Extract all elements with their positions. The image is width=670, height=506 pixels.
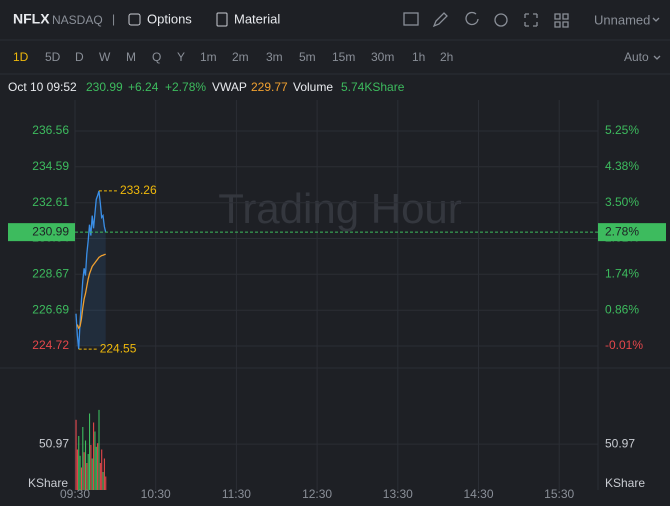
volume-bar — [97, 443, 99, 490]
fullscreen-icon[interactable] — [524, 13, 538, 27]
symbol[interactable]: NFLX — [13, 11, 50, 27]
reset-icon[interactable] — [465, 11, 479, 26]
options-button[interactable]: Options — [147, 11, 192, 26]
timeframe-button[interactable]: 1m — [200, 50, 217, 64]
volume-tick-label: 50.97 — [605, 436, 635, 450]
volume-bar — [80, 467, 82, 490]
quote-change: +6.24 — [128, 80, 159, 94]
x-tick-label: 14:30 — [463, 487, 493, 501]
volume-bar — [102, 472, 104, 490]
timeframe-button[interactable]: Y — [177, 50, 185, 64]
y-tick-label: 234.59 — [32, 159, 69, 173]
x-tick-label: 10:30 — [141, 487, 171, 501]
price-line — [75, 190, 107, 350]
volume-bar — [82, 427, 84, 490]
draw-icon[interactable] — [432, 12, 448, 28]
timeframe-button[interactable]: 5m — [299, 50, 316, 64]
timeframe-button[interactable]: 1D — [13, 50, 29, 64]
x-tick-label: 15:30 — [544, 487, 574, 501]
volume-bar — [103, 458, 105, 490]
dropdown-arrow[interactable] — [653, 55, 661, 60]
volume-bar — [83, 452, 85, 490]
last-pct-label: 2.78% — [605, 224, 639, 238]
y2-tick-label: 4.38% — [605, 159, 639, 173]
quote-change-pct: +2.78% — [165, 80, 206, 94]
low-label: 224.55 — [100, 341, 137, 355]
separator: | — [112, 12, 115, 26]
material-icon[interactable] — [216, 12, 228, 27]
watermark: Trading Hour — [218, 185, 462, 232]
settings-icon[interactable] — [494, 13, 508, 27]
x-tick-label: 09:30 — [60, 487, 90, 501]
volume-bar — [94, 431, 96, 490]
dropdown-arrow[interactable] — [652, 17, 660, 22]
volume-bar — [95, 446, 97, 490]
timeframe-button[interactable]: W — [99, 50, 111, 64]
quote-time: Oct 10 09:52 — [8, 80, 77, 94]
volume-bar — [90, 445, 92, 490]
layout-icon[interactable] — [554, 13, 569, 28]
high-label: 233.26 — [120, 183, 157, 197]
y2-tick-label: -0.01% — [605, 338, 643, 352]
timeframe-button[interactable]: Q — [152, 50, 161, 64]
y-tick-label: 228.67 — [32, 266, 69, 280]
y2-tick-label: 3.50% — [605, 195, 639, 209]
y-tick-label: 236.56 — [32, 123, 69, 137]
exchange: NASDAQ — [52, 13, 103, 27]
material-button[interactable]: Material — [234, 11, 280, 26]
volume-bar — [101, 449, 103, 490]
volume-tick-label: 50.97 — [39, 436, 69, 450]
vwap-value: 229.77 — [251, 80, 288, 94]
layout-name[interactable]: Unnamed — [594, 12, 650, 27]
options-icon[interactable] — [128, 13, 141, 26]
timeframe-button[interactable]: 5D — [45, 50, 61, 64]
volume-bar — [98, 409, 100, 490]
volume-unit: KShare — [605, 476, 645, 490]
volume-bar — [99, 463, 101, 490]
timeframe-button[interactable]: 2h — [440, 50, 453, 64]
y2-tick-label: 0.86% — [605, 302, 639, 316]
quote-price: 230.99 — [86, 80, 123, 94]
timeframe-button[interactable]: 15m — [332, 50, 355, 64]
timeframe-button[interactable]: 2m — [232, 50, 249, 64]
timeframe-button[interactable]: 3m — [266, 50, 283, 64]
y2-tick-label: 5.25% — [605, 123, 639, 137]
x-tick-label: 12:30 — [302, 487, 332, 501]
last-price-label: 230.99 — [32, 224, 69, 238]
volume-unit: KShare — [28, 476, 68, 490]
timeframe-button[interactable]: M — [126, 50, 136, 64]
indicator-icon[interactable] — [403, 12, 419, 26]
y2-tick-label: 1.74% — [605, 266, 639, 280]
volume-bar — [84, 440, 87, 490]
volume-bar — [87, 454, 89, 490]
volume-label: Volume — [293, 80, 333, 94]
volume-bar — [105, 476, 107, 490]
y-tick-label: 226.69 — [32, 302, 69, 316]
timeframe-button[interactable]: 30m — [371, 50, 394, 64]
volume-bar — [78, 436, 80, 490]
volume-bar — [75, 419, 77, 490]
volume-bar — [86, 463, 88, 490]
volume-bar — [93, 422, 95, 490]
last-price-box — [8, 223, 75, 242]
y-tick-label: 232.61 — [32, 195, 69, 209]
x-tick-label: 11:30 — [222, 487, 251, 501]
timeframe-button[interactable]: D — [75, 50, 84, 64]
timeframe-button[interactable]: 1h — [412, 50, 425, 64]
volume-bar — [76, 449, 78, 490]
vwap-label: VWAP — [212, 80, 247, 94]
vwap-line — [76, 253, 106, 330]
volume-bar — [79, 455, 81, 490]
x-tick-label: 13:30 — [383, 487, 413, 501]
volume-bar — [89, 413, 91, 490]
volume-bar — [91, 458, 93, 490]
volume-value: 5.74KShare — [341, 80, 405, 94]
y-tick-label: 224.72 — [32, 338, 69, 352]
scale-mode[interactable]: Auto — [624, 50, 649, 64]
last-pct-box — [598, 223, 666, 242]
